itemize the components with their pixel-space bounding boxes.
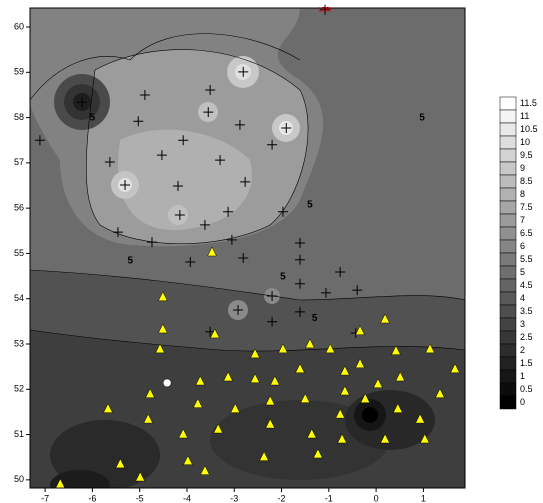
colorbar-label: 9 [520,163,525,173]
y-tick-label: 57 [14,157,24,167]
colorbar-cell [500,344,516,357]
colorbar-cell [500,162,516,175]
colorbar-cell [500,123,516,136]
colorbar-label: 11.5 [520,98,537,108]
colorbar-label: 11 [520,111,529,121]
colorbar-label: 6 [520,241,525,251]
y-tick-label: 53 [14,338,24,348]
colorbar-label: 5 [520,267,525,277]
colorbar-cell [500,318,516,331]
y-tick-label: 59 [14,67,24,77]
colorbar-label: 8 [520,189,525,199]
colorbar-label: 2 [520,345,525,355]
x-tick-label: -3 [230,493,238,503]
contour-label: 5 [90,113,96,124]
colorbar-label: 4.5 [520,280,533,290]
colorbar-label: 2.5 [520,332,533,342]
colorbar-cell [500,383,516,396]
colorbar-cell [500,266,516,279]
x-tick-label: -5 [136,493,144,503]
colorbar-label: 3 [520,319,525,329]
colorbar-cell [500,396,516,409]
colorbar-label: 3.5 [520,306,533,316]
station-label: LERI [318,7,332,13]
colorbar-cell [500,279,516,292]
contour-field [30,8,465,500]
x-tick-label: 1 [421,493,426,503]
y-tick-label: 52 [14,384,24,394]
colorbar-cell [500,149,516,162]
colorbar-label: 7 [520,215,525,225]
x-tick-label: -7 [41,493,49,503]
y-tick-label: 60 [14,21,24,31]
colorbar-cell [500,136,516,149]
colorbar-label: 0.5 [520,384,533,394]
y-tick-label: 50 [14,474,24,484]
chart: -7-6-5-4-3-2-101505152535455565758596055… [0,0,543,503]
colorbar-cell [500,240,516,253]
colorbar-cell [500,201,516,214]
colorbar-label: 0 [520,397,525,407]
colorbar-cell [500,97,516,110]
colorbar-label: 10 [520,137,530,147]
colorbar-label: 1 [520,371,525,381]
colorbar-label: 7.5 [520,202,533,212]
y-tick-label: 58 [14,112,24,122]
contour-label: 5 [280,272,286,283]
colorbar-label: 9.5 [520,150,533,160]
colorbar-cell [500,214,516,227]
colorbar-cell [500,305,516,318]
colorbar-cell [500,331,516,344]
x-tick-label: -4 [183,493,191,503]
colorbar-cell [500,110,516,123]
colorbar-cell [500,188,516,201]
colorbar-label: 4 [520,293,525,303]
colorbar-cell [500,370,516,383]
colorbar-cell [500,292,516,305]
contour-label: 5 [312,313,318,324]
colorbar-cell [500,253,516,266]
contour-label: 5 [307,200,313,211]
colorbar-label: 10.5 [520,124,538,134]
colorbar-label: 5.5 [520,254,533,264]
x-tick-label: -1 [325,493,333,503]
highlight-point [163,379,171,387]
y-tick-label: 54 [14,293,24,303]
x-tick-label: -2 [278,493,286,503]
y-tick-label: 55 [14,248,24,258]
contour-label: 5 [419,113,425,124]
contour-label: 5 [127,255,133,266]
colorbar-label: 6.5 [520,228,533,238]
colorbar-label: 1.5 [520,358,533,368]
y-tick-label: 51 [14,429,24,439]
colorbar-label: 8.5 [520,176,533,186]
x-tick-label: -6 [88,493,96,503]
colorbar-cell [500,357,516,370]
x-tick-label: 0 [374,493,379,503]
y-tick-label: 56 [14,203,24,213]
colorbar-cell [500,227,516,240]
colorbar-cell [500,175,516,188]
